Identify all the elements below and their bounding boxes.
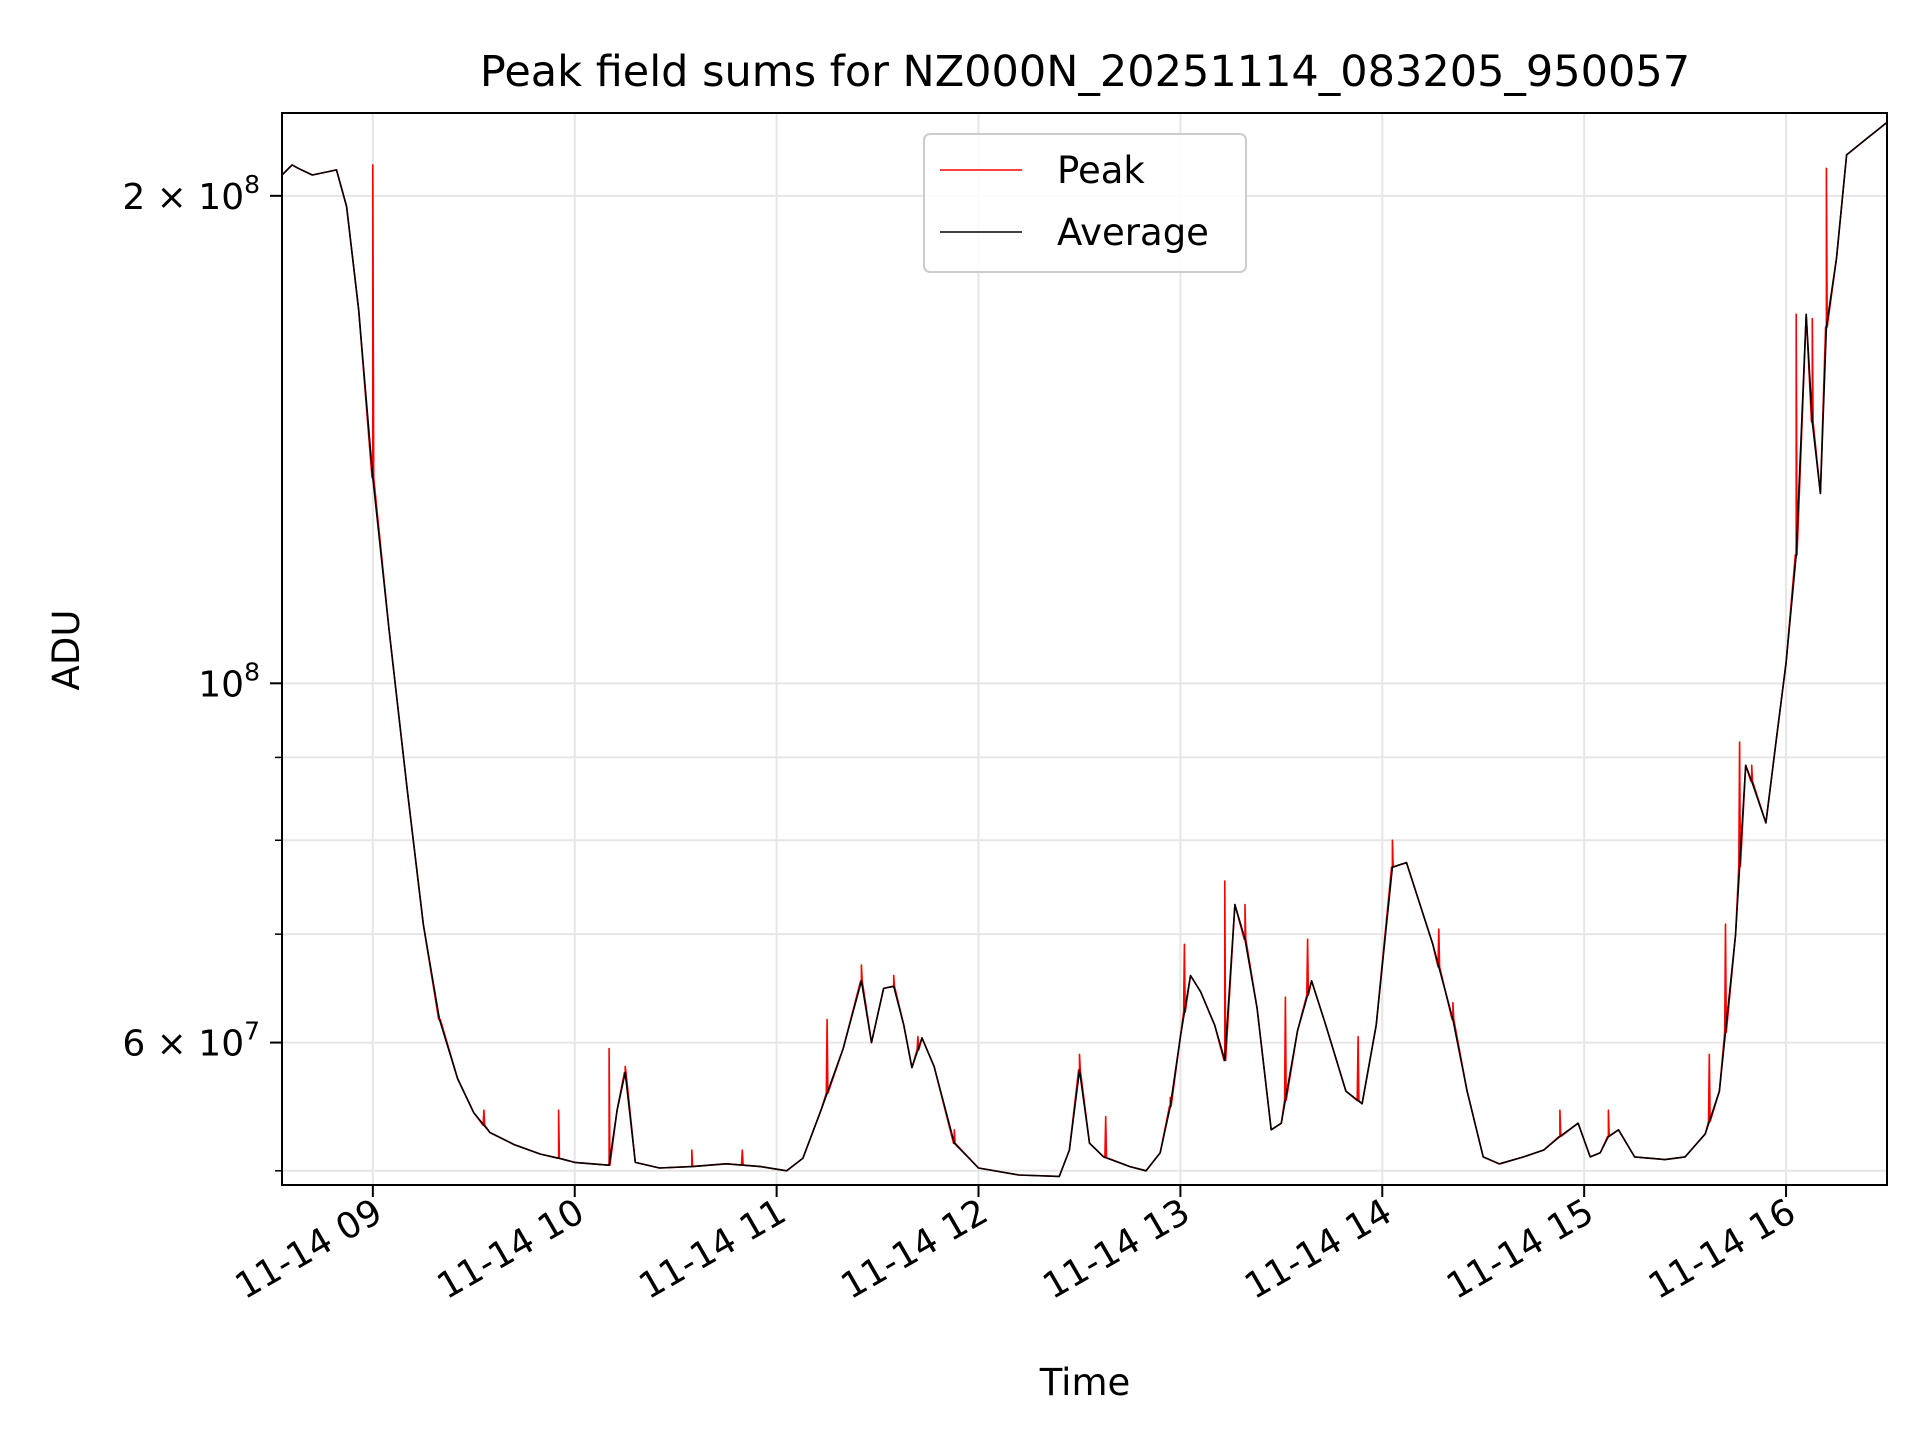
plot-area-frame bbox=[281, 112, 1888, 1186]
y-tick-label: 2 × 108 bbox=[122, 170, 260, 218]
series-lines bbox=[281, 121, 1888, 1178]
chart-title: Peak field sums for NZ000N_20251114_0832… bbox=[480, 47, 1690, 97]
y-tick-label: 108 bbox=[198, 657, 260, 705]
y-axis-label: ADU bbox=[45, 610, 88, 691]
legend: Peak Average bbox=[923, 133, 1247, 273]
legend-box bbox=[923, 133, 1247, 273]
legend-label-average: Average bbox=[1057, 211, 1209, 254]
x-axis-label: Time bbox=[1039, 1361, 1131, 1404]
y-tick-label: 6 × 107 bbox=[122, 1017, 260, 1065]
average-series-line bbox=[281, 121, 1888, 1178]
legend-label-peak: Peak bbox=[1057, 149, 1145, 192]
